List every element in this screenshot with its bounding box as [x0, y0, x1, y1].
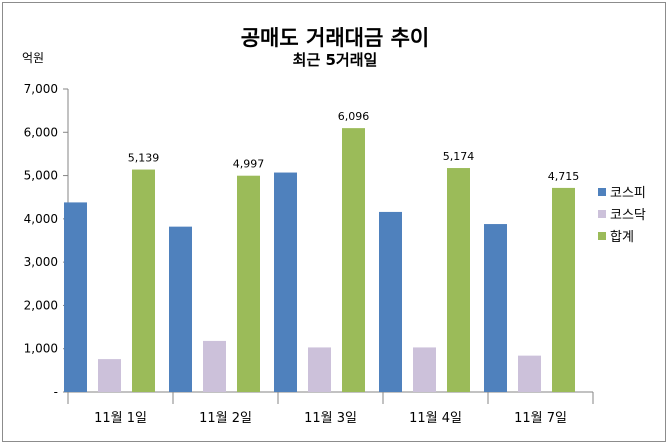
legend-swatch [598, 210, 606, 218]
bar-코스피 [274, 172, 297, 392]
data-label: 4,997 [233, 158, 265, 171]
y-tick-label: 3,000 [24, 255, 58, 269]
chart-subtitle: 최근 5거래일 [292, 51, 378, 69]
data-label: 4,715 [548, 170, 580, 183]
y-tick-label: 7,000 [24, 82, 58, 96]
legend-label: 코스닥 [610, 208, 646, 223]
y-tick-label: 1,000 [24, 342, 58, 356]
bar-코스닥 [518, 355, 541, 392]
data-label: 5,174 [443, 150, 475, 163]
chart-title: 공매도 거래대금 추이 [240, 26, 430, 50]
bar-합계 [552, 187, 575, 392]
x-category-label: 11월 3일 [304, 411, 357, 426]
legend-label: 합계 [610, 230, 634, 245]
bar-코스닥 [413, 347, 436, 392]
x-category-label: 11월 4일 [409, 411, 462, 426]
x-category-label: 11월 2일 [199, 411, 252, 426]
y-axis-unit-label: 억원 [22, 51, 44, 65]
y-tick-label: 6,000 [24, 125, 58, 139]
data-labels: 5,139 4,997 6,096 5,174 4,715 [128, 110, 580, 183]
legend-swatch [598, 232, 606, 240]
y-tick-label: 2,000 [24, 298, 58, 312]
x-category-label: 11월 1일 [94, 411, 147, 426]
y-tick-label: 5,000 [24, 169, 58, 183]
legend-swatch [598, 188, 606, 196]
bar-합계 [132, 169, 155, 392]
bar-합계 [237, 175, 260, 392]
bar-합계 [447, 168, 470, 392]
bar-코스피 [169, 226, 192, 392]
bar-코스피 [379, 211, 402, 392]
y-axis-ticks: - 1,000 2,000 3,000 4,000 5,000 6,000 7,000 [24, 82, 68, 399]
x-category-label: 11월 7일 [514, 411, 567, 426]
bars [64, 128, 575, 392]
bar-코스피 [484, 224, 507, 392]
data-label: 6,096 [338, 110, 370, 123]
data-label: 5,139 [128, 152, 160, 165]
x-axis-categories: 11월 1일 11월 2일 11월 3일 11월 4일 11월 7일 [67, 392, 594, 426]
bar-코스닥 [308, 347, 331, 392]
legend-label: 코스피 [610, 186, 646, 201]
bar-코스닥 [98, 359, 121, 392]
bar-코스닥 [203, 340, 226, 392]
y-tick-label: - [54, 385, 58, 399]
bar-합계 [342, 128, 365, 392]
bar-코스피 [64, 202, 87, 392]
y-tick-label: 4,000 [24, 212, 58, 226]
